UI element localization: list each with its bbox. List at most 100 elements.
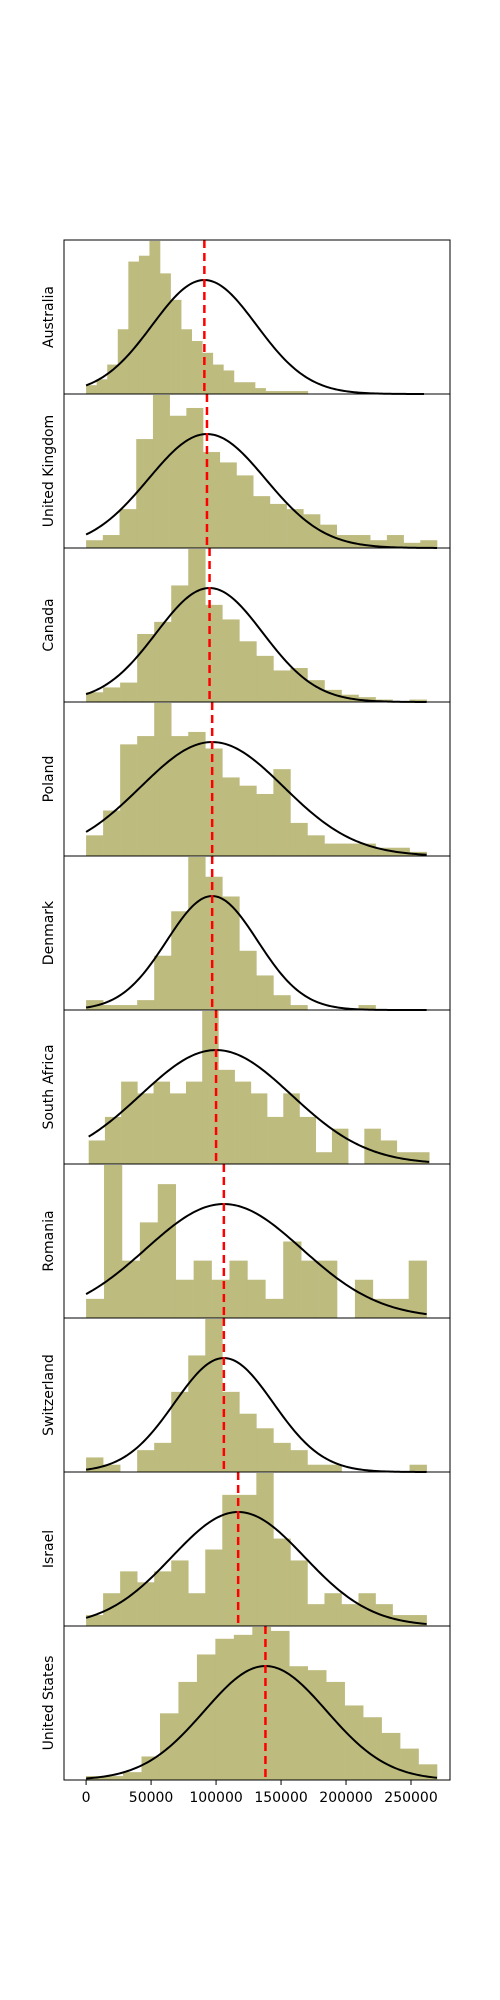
histogram-bar	[222, 1391, 240, 1472]
histogram-bar	[372, 1298, 392, 1318]
histogram-bar	[403, 542, 421, 548]
histogram-bar	[370, 540, 388, 548]
histogram-bar	[290, 1005, 308, 1010]
histogram-bar	[326, 1681, 345, 1780]
histogram-bar	[137, 1582, 155, 1626]
histogram-bar	[273, 1442, 291, 1472]
histogram-bar	[96, 379, 108, 394]
histogram-bar	[273, 769, 291, 856]
histogram-bar	[276, 391, 288, 394]
histogram-bar	[120, 1571, 138, 1626]
histogram-bar	[307, 1464, 325, 1472]
histogram-bar	[283, 1093, 300, 1164]
panel-south-africa: South Africa	[41, 1009, 451, 1165]
histogram-bar	[290, 668, 308, 702]
histogram-bar	[256, 975, 274, 1010]
panel-label: Switzerland	[41, 1354, 57, 1436]
histogram-bar	[139, 1222, 159, 1318]
histogram-bar	[412, 1152, 430, 1164]
histogram-bar	[222, 619, 240, 702]
histogram-bar	[121, 1081, 138, 1164]
histogram-bar	[104, 1776, 124, 1780]
histogram-bar	[103, 810, 121, 856]
histogram-bar	[236, 475, 254, 548]
histogram-bar	[253, 496, 271, 548]
histogram-bar	[354, 1279, 374, 1318]
histogram-bar	[273, 670, 291, 702]
histogram-bar	[409, 1464, 427, 1472]
histogram-bar	[239, 950, 257, 1010]
histogram-bar	[229, 1260, 248, 1318]
panel-united-kingdom: United Kingdom	[41, 393, 451, 549]
histogram-bar	[86, 835, 104, 856]
histogram-bar	[290, 1450, 308, 1472]
histogram-bar	[157, 1184, 177, 1318]
histogram-bar	[223, 370, 235, 394]
panel-romania: Romania	[41, 1163, 451, 1319]
histogram-bar	[265, 1298, 284, 1318]
histogram-bar	[205, 1319, 223, 1472]
panel-frame	[63, 1625, 451, 1781]
histogram-bar	[153, 1081, 171, 1164]
histogram-bar	[269, 503, 287, 548]
histogram-bar	[344, 1705, 364, 1780]
histogram-bar	[358, 1005, 376, 1010]
histogram-bar	[256, 793, 274, 856]
histogram-bar	[286, 509, 304, 548]
normal-fit-curve	[85, 279, 425, 395]
histogram-bar	[136, 439, 154, 548]
x-axis: 0 50000 100000 150000 200000 250000	[82, 1780, 438, 1806]
normal-fit-curve	[88, 1049, 430, 1163]
x-tick-label: 100000	[189, 1790, 242, 1806]
panel-canada: Canada	[41, 547, 451, 703]
histogram-bar	[169, 415, 187, 548]
histogram-bar	[307, 1670, 327, 1780]
normal-fit-curve	[85, 1357, 427, 1473]
histogram-bar	[301, 1260, 320, 1318]
histogram-bar	[149, 241, 161, 394]
histogram-bar	[297, 391, 309, 394]
histogram-bar	[188, 857, 206, 1010]
histogram-bar	[154, 621, 172, 702]
histogram-bar	[175, 1279, 194, 1318]
histogram-bar	[408, 1260, 427, 1318]
histogram-bar	[289, 1666, 309, 1780]
histogram-bar	[102, 535, 120, 548]
histogram-bar	[256, 1428, 274, 1472]
panel-label: Israel	[41, 1530, 57, 1568]
panel-label: Romania	[41, 1210, 57, 1271]
histogram-bar	[171, 1560, 189, 1626]
histogram-bar	[104, 1116, 122, 1164]
histogram-bar	[239, 1413, 257, 1472]
normal-fit-curve	[86, 1665, 438, 1780]
normal-fit-curve	[85, 587, 427, 703]
histogram-bar	[222, 777, 240, 856]
histogram-bar	[215, 1638, 235, 1780]
histogram-bar	[381, 1732, 401, 1780]
histogram-bar	[375, 847, 393, 856]
normal-fit-curve	[85, 1511, 427, 1625]
histogram-bar	[188, 731, 206, 856]
histogram-bar	[120, 744, 138, 856]
histogram-bar	[364, 1128, 381, 1164]
histogram-bar	[315, 1152, 333, 1164]
histogram-bar	[205, 604, 223, 702]
histogram-bar	[171, 1391, 189, 1472]
histogram-bar	[193, 1260, 212, 1318]
histogram-bar	[256, 655, 274, 702]
normal-fit-curve	[85, 741, 427, 856]
histogram-bar	[181, 329, 192, 394]
histogram-bar	[86, 1298, 105, 1318]
normal-fit-curve	[85, 1203, 427, 1316]
panel-switzerland: Switzerland	[41, 1317, 451, 1473]
panel-label: United Kingdom	[41, 415, 57, 527]
panel-label: Denmark	[41, 900, 57, 965]
histogram-bar	[252, 1627, 272, 1780]
histogram-bar	[104, 1165, 123, 1318]
panel-label: Poland	[41, 756, 57, 803]
histogram-bar	[154, 1442, 172, 1472]
histogram-bar	[188, 1593, 206, 1626]
histogram-bar	[341, 1604, 359, 1626]
histogram-bar	[363, 1717, 382, 1780]
histogram-bar	[178, 1681, 198, 1780]
